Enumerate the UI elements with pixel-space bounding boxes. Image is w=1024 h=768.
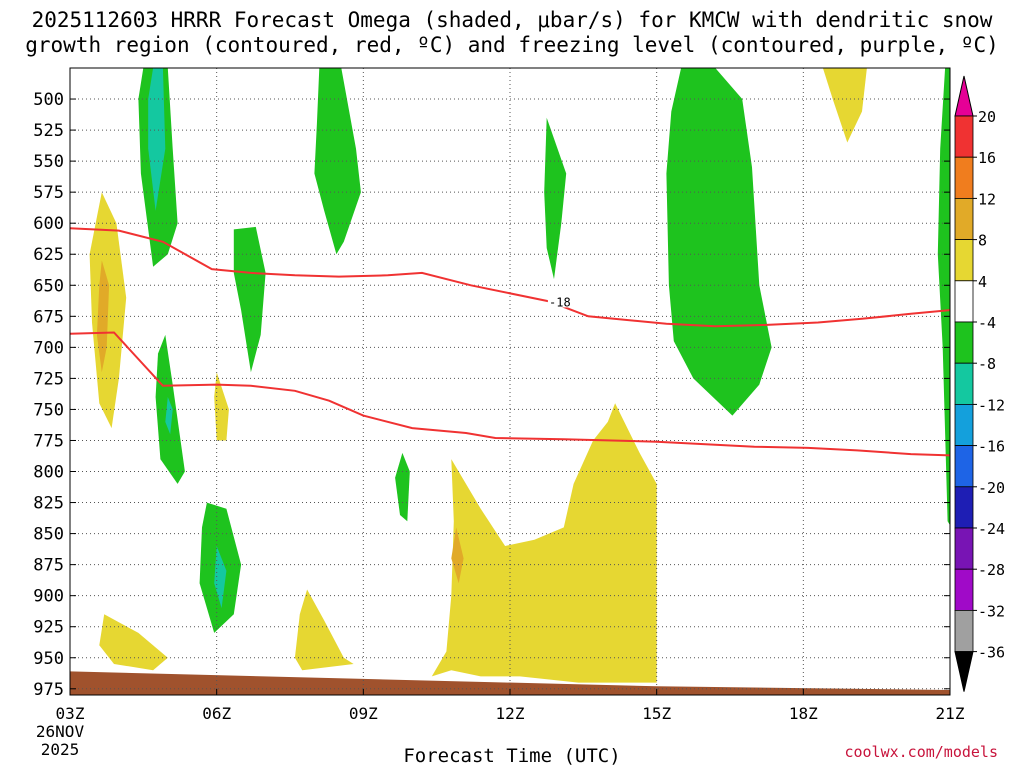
y-axis: 500 525 550 575 600 625 650 675 700 725 750 775 800 8… — [33, 90, 950, 700]
colorbar-box — [954, 568, 974, 611]
omega-region-18 — [451, 527, 464, 584]
dgz-contour-0 — [70, 227, 950, 328]
x-tick-label: 12Z — [496, 704, 525, 723]
title-line-2: growth region (contoured, red, ºC) and f… — [25, 33, 999, 57]
colorbar-label: 12 — [978, 190, 996, 208]
date-label-day: 26NOV — [36, 722, 85, 741]
omega-region-3 — [314, 68, 361, 255]
omega-region-15 — [99, 614, 168, 671]
omega-region-14 — [214, 372, 229, 441]
y-tick-label: 600 — [33, 214, 64, 234]
y-tick-label: 875 — [33, 556, 64, 576]
omega-region-2 — [233, 226, 266, 373]
y-tick-label: 650 — [33, 276, 64, 296]
omega-shading — [89, 68, 950, 683]
colorbar-label: -28 — [978, 561, 1005, 579]
y-tick-label: 975 — [33, 680, 64, 700]
colorbar-box — [954, 197, 974, 240]
y-tick-label: 950 — [33, 649, 64, 669]
colorbar-label: -16 — [978, 438, 1005, 456]
y-tick-label: 800 — [33, 463, 64, 483]
colorbar-label: -24 — [978, 520, 1005, 538]
colorbar-box — [954, 445, 974, 488]
x-tick-label: 03Z — [56, 704, 85, 723]
y-tick-label: 825 — [33, 494, 64, 514]
colorbar-label: 20 — [978, 108, 996, 126]
y-tick-label: 525 — [33, 121, 64, 141]
colorbar-label: 8 — [978, 232, 987, 250]
x-tick-label: 09Z — [349, 704, 378, 723]
y-tick-label: 775 — [33, 431, 64, 451]
title-line-1: 2025112603 HRRR Forecast Omega (shaded, … — [31, 8, 993, 32]
colorbar-label: -12 — [978, 396, 1005, 414]
omega-region-11 — [937, 68, 950, 526]
colorbar-box — [954, 115, 974, 158]
y-tick-label: 550 — [33, 152, 64, 172]
credit-text: coolwx.com/models — [844, 743, 998, 761]
colorbar-top-arrow — [954, 75, 974, 117]
contour-label-bg — [547, 294, 572, 308]
omega-region-19 — [822, 68, 867, 143]
x-tick-label: 21Z — [936, 704, 965, 723]
x-tick-label: 06Z — [202, 704, 231, 723]
omega-region-9 — [544, 117, 567, 280]
y-tick-label: 850 — [33, 525, 64, 545]
colorbar-box — [954, 362, 974, 405]
y-tick-label: 675 — [33, 307, 64, 327]
colorbar-label: -20 — [978, 479, 1005, 497]
dgz-contour-1 — [70, 331, 950, 457]
y-tick-label: 750 — [33, 400, 64, 420]
omega-region-10 — [666, 68, 772, 416]
colorbar-box — [954, 321, 974, 364]
dgz-contours: -18 — [70, 227, 950, 457]
y-tick-label: 900 — [33, 587, 64, 607]
colorbar-box — [954, 156, 974, 199]
y-tick-label: 725 — [33, 369, 64, 389]
colorbar-label: 4 — [978, 273, 987, 291]
date-label-year: 2025 — [41, 740, 80, 759]
colorbar-box — [954, 527, 974, 570]
colorbar: 20 16 12 8 4 -4 -8 -12 -16 -20 -24 -28 -32 -36 — [954, 75, 1005, 692]
x-axis-label: Forecast Time (UTC) — [403, 745, 621, 767]
colorbar-box — [954, 403, 974, 446]
y-tick-label: 700 — [33, 338, 64, 358]
omega-region-5 — [165, 397, 173, 435]
contour-label: -18 — [549, 295, 571, 309]
chart-title: 2025112603 HRRR Forecast Omega (shaded, … — [0, 8, 1024, 58]
omega-region-8 — [395, 452, 410, 522]
y-tick-label: 500 — [33, 90, 64, 110]
y-tick-label: 925 — [33, 618, 64, 638]
colorbar-box — [954, 239, 974, 282]
colorbar-label: -32 — [978, 602, 1005, 620]
omega-region-7 — [214, 546, 227, 609]
omega-region-16 — [294, 589, 354, 671]
y-tick-label: 625 — [33, 245, 64, 265]
omega-region-17 — [431, 403, 657, 683]
x-tick-label: 18Z — [789, 704, 818, 723]
colorbar-label: -8 — [978, 355, 996, 373]
x-tick-label: 15Z — [642, 704, 671, 723]
colorbar-bottom-arrow — [954, 651, 974, 692]
colorbar-box — [954, 486, 974, 529]
y-tick-label: 575 — [33, 183, 64, 203]
colorbar-label: -36 — [978, 644, 1005, 662]
colorbar-label: 16 — [978, 149, 996, 167]
colorbar-box — [954, 280, 974, 323]
colorbar-box — [954, 610, 974, 653]
grid-lines — [70, 68, 950, 695]
colorbar-label: -4 — [978, 314, 996, 332]
omega-region-1 — [148, 68, 166, 211]
